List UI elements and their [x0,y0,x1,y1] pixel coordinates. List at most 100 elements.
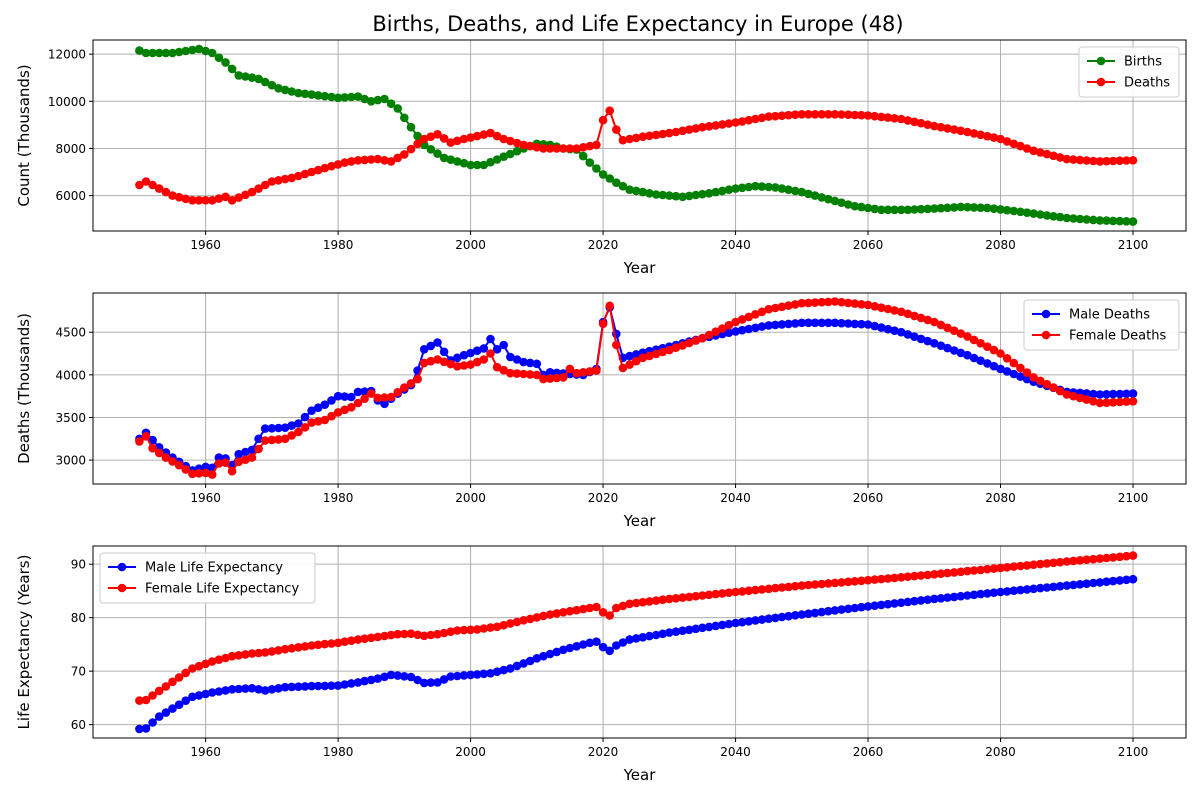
data-point [234,457,243,467]
data-point [751,181,760,191]
data-point [294,427,303,437]
data-point [486,334,495,344]
data-point [1089,397,1098,406]
data-point [903,330,913,339]
data-point [830,318,840,328]
x-tick-label: 2060 [853,745,884,759]
data-point [400,113,409,123]
data-point [870,321,879,331]
data-point [910,117,919,127]
data-point [181,696,190,705]
data-point [227,466,237,476]
data-point [280,682,290,692]
x-tick-label: 1960 [190,238,221,252]
data-point [194,44,204,54]
legend-box [99,552,316,604]
data-point [380,94,389,104]
x-tick-label: 2000 [455,238,486,252]
data-point [360,634,369,643]
x-tick-label: 2040 [720,491,751,505]
legend: Male Life Expectancy Female Life Expectan… [99,552,316,604]
x-tick-label: 1980 [323,491,354,505]
data-point [704,189,714,198]
data-point [280,85,290,95]
data-point [400,383,409,392]
data-point [1115,397,1125,407]
data-point [870,575,879,584]
data-point [459,134,469,144]
data-point [1049,582,1058,592]
data-point [731,118,740,127]
data-point [883,304,893,314]
data-point [771,111,780,121]
data-point [651,349,661,359]
data-point [300,642,310,651]
data-point [704,122,714,131]
data-point [678,341,687,350]
data-point [983,589,992,598]
data-point [499,365,509,375]
data-point [419,358,429,368]
data-point [313,640,323,650]
data-point [645,631,654,641]
data-point [492,667,502,676]
data-point [419,140,429,150]
data-point [181,194,190,204]
data-point [605,174,614,183]
data-point [479,130,489,139]
series-deaths [135,106,1138,205]
data-point [433,130,442,139]
data-point [751,616,760,625]
x-tick-label: 2060 [853,238,884,252]
data-point [1128,217,1138,226]
data-point [784,301,793,310]
data-point [234,193,243,202]
data-point [711,187,720,197]
data-point [817,297,826,307]
data-point [890,573,899,583]
data-point [1075,214,1085,224]
data-point [943,203,952,213]
data-point [181,668,190,678]
data-point [353,92,363,101]
data-point [797,318,807,328]
data-point [274,176,283,185]
data-point [936,341,946,351]
data-point [1022,144,1032,153]
data-point [1102,577,1111,586]
data-point [545,368,555,377]
data-point [1062,581,1072,590]
data-point [486,157,495,167]
data-point [320,639,330,649]
data-point [426,356,436,366]
data-point [247,453,257,462]
data-point [751,114,760,124]
data-point [863,602,873,611]
data-point [658,190,667,200]
data-point [135,437,144,446]
data-point [804,110,813,119]
data-point [307,681,316,691]
data-point [353,156,363,165]
data-point [353,635,363,644]
data-point [559,645,568,655]
data-point [525,358,535,368]
data-point [711,621,720,631]
data-point [1042,149,1052,159]
data-point [698,333,707,343]
data-point [353,678,363,687]
data-point [824,606,833,616]
data-point [154,712,164,721]
y-tick-label: 4500 [55,326,86,340]
data-point [843,319,853,328]
x-tick-label: 2020 [588,238,619,252]
data-point [943,323,952,333]
data-point [214,655,224,664]
data-point [559,373,568,382]
data-point [1075,556,1085,565]
data-point [453,136,462,146]
data-point [201,468,210,478]
x-tick-label: 2080 [985,238,1016,252]
data-point [1042,379,1052,389]
data-point [294,419,303,428]
